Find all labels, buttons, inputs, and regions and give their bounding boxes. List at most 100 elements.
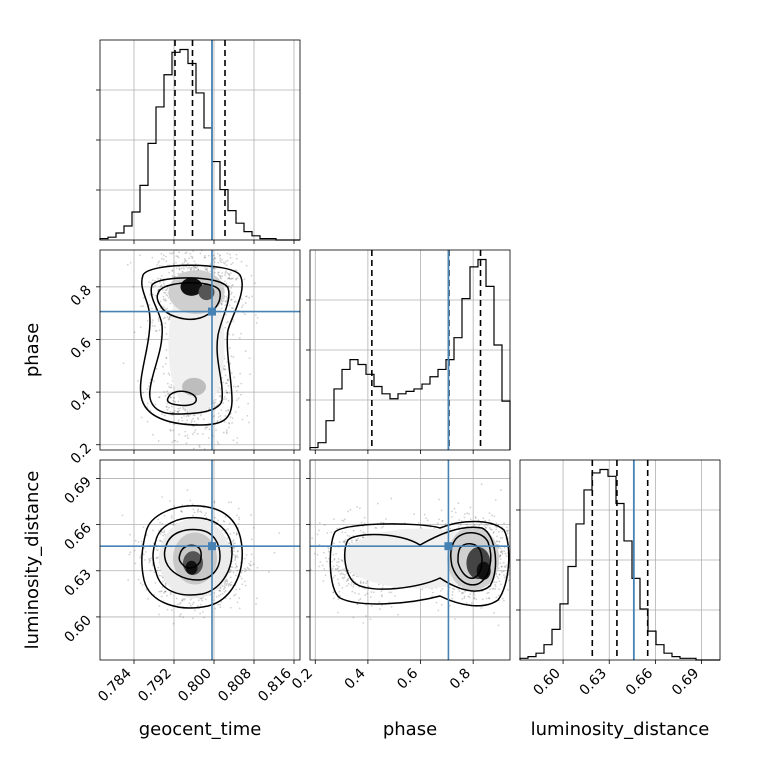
- sample-point: [224, 304, 227, 307]
- sample-point: [213, 501, 216, 504]
- sample-point: [236, 601, 239, 604]
- sample-point: [173, 411, 175, 414]
- sample-point: [511, 549, 513, 551]
- sample-point: [457, 502, 460, 505]
- sample-point: [380, 590, 383, 593]
- sample-point: [159, 300, 162, 303]
- sample-point: [375, 527, 378, 530]
- sample-point: [231, 262, 234, 264]
- sample-point: [169, 428, 172, 431]
- sample-point: [249, 373, 251, 376]
- sample-point: [367, 585, 370, 588]
- sample-point: [232, 543, 235, 545]
- sample-point: [347, 579, 350, 581]
- sample-point: [179, 243, 181, 245]
- sample-point: [166, 287, 169, 290]
- sample-point: [317, 529, 320, 532]
- sample-point: [347, 582, 350, 585]
- sample-point: [239, 372, 242, 375]
- sample-point: [226, 271, 228, 274]
- sample-point: [365, 582, 368, 585]
- sample-point: [157, 518, 160, 521]
- sample-point: [224, 597, 227, 600]
- sample-point: [227, 378, 229, 381]
- sample-point: [207, 254, 210, 257]
- sample-point: [469, 593, 472, 596]
- sample-point: [197, 245, 199, 247]
- sample-point: [252, 526, 255, 529]
- sample-point: [162, 306, 165, 309]
- sample-point: [205, 512, 207, 514]
- sample-point: [342, 577, 345, 580]
- sample-point: [158, 396, 160, 399]
- sample-point: [234, 542, 236, 545]
- sample-point: [221, 275, 224, 278]
- panel-distance-vs-geocent-time: 0.784 0.792 0.800 0.808 0.816 0.60 0.63 0.66 0.6…: [61, 459, 301, 705]
- y-tick-label: 0.2: [68, 440, 95, 467]
- sample-point: [208, 246, 210, 248]
- sample-point: [205, 426, 207, 429]
- sample-point: [232, 439, 235, 442]
- sample-point: [332, 576, 335, 579]
- sample-point: [204, 254, 206, 257]
- sample-point: [245, 295, 248, 298]
- sample-point: [192, 267, 195, 270]
- sample-point: [240, 571, 243, 574]
- sample-point: [182, 616, 185, 619]
- sample-point: [323, 551, 325, 554]
- sample-point: [168, 374, 171, 376]
- sample-point: [241, 298, 243, 300]
- sample-point: [364, 594, 367, 597]
- sample-point: [463, 597, 466, 599]
- sample-point: [357, 599, 360, 602]
- sample-point: [337, 570, 340, 573]
- sample-point: [511, 531, 513, 533]
- sample-point: [218, 589, 221, 592]
- sample-point: [351, 541, 353, 544]
- sample-point: [217, 416, 220, 418]
- sample-point: [248, 357, 251, 360]
- sample-point: [349, 571, 352, 574]
- sample-point: [350, 584, 353, 587]
- sample-point: [527, 603, 529, 605]
- sample-point: [231, 277, 233, 280]
- sample-point: [225, 391, 228, 394]
- sample-point: [174, 400, 177, 403]
- hist-panel-luminosity-distance: 0.60 0.63 0.66 0.69: [516, 459, 721, 699]
- sample-point: [155, 329, 157, 332]
- sample-point: [167, 318, 170, 321]
- sample-point: [134, 562, 137, 565]
- sample-point: [499, 555, 502, 557]
- sample-point: [146, 402, 149, 405]
- sample-point: [504, 566, 507, 568]
- sample-point: [464, 590, 467, 593]
- sample-point: [158, 613, 160, 616]
- sample-point: [431, 595, 434, 598]
- sample-point: [366, 592, 369, 595]
- sample-point: [217, 519, 220, 522]
- sample-point: [192, 250, 195, 252]
- sample-point: [240, 260, 243, 263]
- sample-point: [241, 418, 244, 421]
- sample-point: [506, 526, 508, 529]
- sample-point: [340, 559, 343, 561]
- sample-point: [153, 380, 156, 383]
- panel-frame: [519, 459, 721, 661]
- sample-point: [165, 299, 168, 302]
- sample-point: [244, 350, 247, 352]
- sample-point: [489, 528, 492, 531]
- sample-point: [148, 304, 151, 306]
- sample-point: [161, 413, 164, 415]
- sample-point: [243, 278, 246, 281]
- sample-point: [529, 540, 531, 542]
- sample-point: [514, 546, 516, 548]
- sample-point: [217, 261, 220, 264]
- sample-point: [216, 419, 219, 422]
- sample-point: [255, 597, 258, 600]
- sample-point: [336, 568, 339, 571]
- sample-point: [226, 392, 229, 394]
- sample-point: [200, 597, 202, 600]
- sample-point: [201, 599, 204, 602]
- sample-point: [244, 302, 247, 304]
- sample-point: [191, 433, 194, 436]
